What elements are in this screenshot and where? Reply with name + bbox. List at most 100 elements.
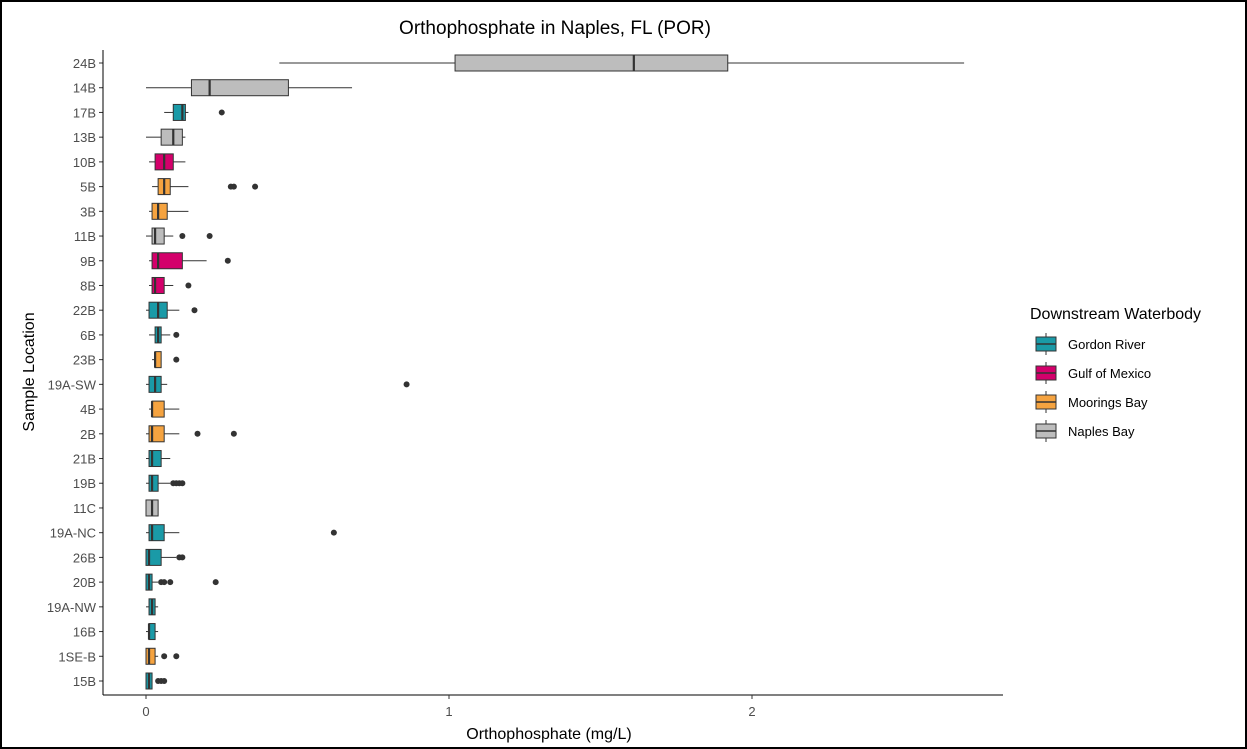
outlier-point [212, 579, 219, 586]
outlier-point [179, 554, 186, 561]
outlier-point [161, 579, 168, 586]
outlier-point [179, 480, 186, 487]
outlier-point [230, 183, 237, 190]
box-19B [146, 474, 186, 492]
y-tick-label: 19A-SW [48, 377, 97, 392]
box-4B [149, 400, 180, 418]
box-19A-SW [146, 375, 410, 393]
box-10B [149, 153, 186, 171]
outlier-point [173, 331, 180, 338]
box-22B [146, 301, 198, 319]
y-tick-label: 14B [73, 81, 96, 96]
y-tick-label: 13B [73, 130, 96, 145]
legend-item: Moorings Bay [1035, 391, 1148, 413]
y-tick-label: 15B [73, 674, 96, 689]
y-tick-label: 20B [73, 575, 96, 590]
box-1SE-B [145, 647, 180, 665]
box-iqr [151, 400, 165, 418]
y-tick-label: 19A-NW [47, 600, 97, 615]
outlier-point [161, 653, 168, 660]
y-tick-label: 16B [73, 625, 96, 640]
legend-title: Downstream Waterbody [1030, 306, 1201, 323]
box-iqr [151, 252, 183, 270]
y-tick-label: 11C [73, 501, 96, 516]
outlier-point [330, 529, 337, 536]
box-5B [152, 178, 259, 196]
y-tick-label: 5B [80, 180, 96, 195]
box-17B [164, 103, 225, 121]
x-tick-label: 0 [142, 704, 149, 719]
box-iqr [151, 227, 165, 245]
legend-label: Gordon River [1068, 337, 1146, 352]
outlier-point [194, 430, 201, 437]
y-tick-labels: 24B 14B 17B 13B 10B 5B 3B 11B 9B 8B 22B 6B 23B 19A-SW… [47, 56, 103, 689]
box-24B [279, 54, 965, 72]
box-11C [145, 499, 159, 517]
box-series [145, 54, 965, 690]
box-13B [146, 128, 186, 146]
legend-label: Moorings Bay [1068, 395, 1148, 410]
box-iqr [190, 79, 289, 97]
y-tick-label: 24B [73, 56, 96, 71]
y-tick-label: 11B [74, 229, 96, 244]
box-iqr [145, 647, 156, 665]
box-19A-NC [146, 524, 337, 542]
box-iqr [151, 202, 168, 220]
outlier-point [252, 183, 259, 190]
y-tick-label: 9B [80, 254, 96, 269]
x-tick-label: 2 [748, 704, 755, 719]
outlier-point [173, 653, 180, 660]
y-tick-label: 26B [73, 550, 96, 565]
legend-item: Naples Bay [1035, 420, 1135, 442]
y-tick-label: 10B [73, 155, 96, 170]
legend-item: Gordon River [1035, 333, 1146, 355]
legend-label: Naples Bay [1068, 424, 1135, 439]
box-iqr [160, 128, 183, 146]
y-tick-label: 23B [73, 353, 96, 368]
y-tick-label: 22B [73, 303, 96, 318]
box-iqr [151, 276, 165, 294]
box-9B [149, 252, 231, 270]
y-tick-label: 6B [80, 328, 96, 343]
outlier-point [185, 282, 192, 289]
box-23B [152, 351, 180, 369]
box-15B [145, 672, 168, 690]
box-26B [145, 548, 186, 566]
box-2B [146, 425, 237, 443]
outlier-point [218, 109, 225, 116]
y-tick-label: 1SE-B [58, 649, 96, 664]
y-tick-label: 19A-NC [50, 526, 96, 541]
x-tick-label: 1 [445, 704, 452, 719]
legend-item: Gulf of Mexico [1035, 362, 1151, 384]
legend-label: Gulf of Mexico [1068, 366, 1151, 381]
y-axis-title: Sample Location [21, 312, 38, 431]
y-tick-label: 17B [73, 105, 96, 120]
y-tick-label: 2B [80, 427, 96, 442]
y-tick-label: 4B [80, 402, 96, 417]
box-19A-NW [146, 598, 159, 616]
box-11B [146, 227, 213, 245]
outlier-point [167, 579, 174, 586]
outlier-point [191, 307, 198, 314]
box-16B [146, 623, 159, 641]
y-tick-label: 19B [73, 476, 96, 491]
box-21B [146, 450, 171, 468]
y-tick-label: 3B [80, 204, 96, 219]
outlier-point [179, 233, 186, 240]
box-3B [149, 202, 189, 220]
outlier-point [224, 257, 231, 264]
box-20B [145, 573, 219, 591]
box-iqr [454, 54, 729, 72]
outlier-point [403, 381, 410, 388]
x-tick-labels: 0 1 2 [142, 695, 756, 719]
box-14B [146, 79, 353, 97]
legend: Downstream Waterbody Gordon River Gulf of… [1030, 306, 1201, 442]
x-axis-title: Orthophosphate (mg/L) [466, 726, 631, 743]
box-iqr [148, 474, 159, 492]
outlier-point [206, 233, 213, 240]
outlier-point [161, 678, 168, 684]
chart-title: Orthophosphate in Naples, FL (POR) [399, 18, 711, 39]
box-iqr [148, 450, 162, 468]
outlier-point [173, 356, 180, 363]
